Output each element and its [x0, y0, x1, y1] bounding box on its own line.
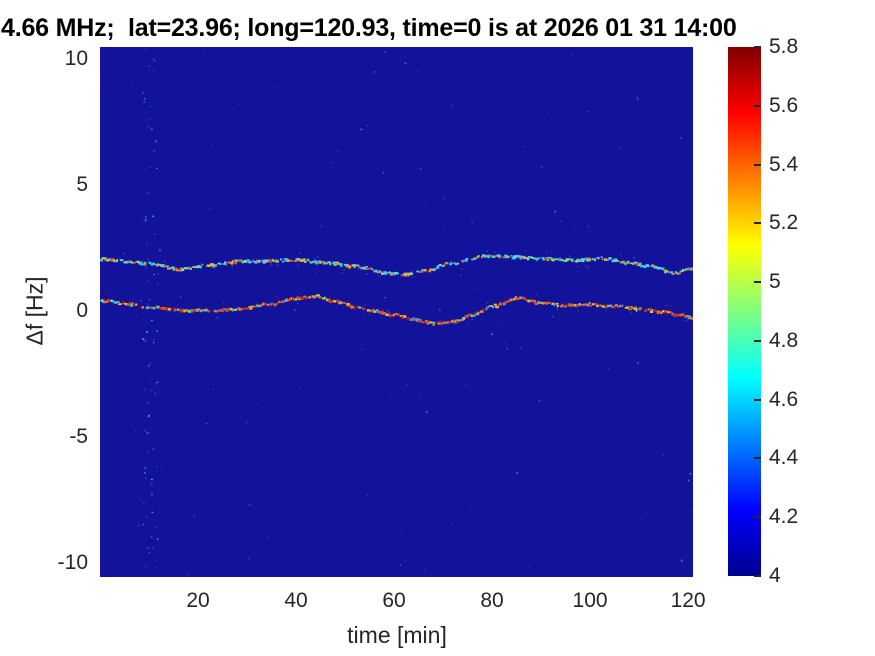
lower-doppler-trace	[100, 292, 693, 330]
colorbar-tick-label: 5.8	[769, 35, 799, 58]
y-tick-label: 10	[64, 46, 88, 70]
x-tick-label: 20	[186, 589, 210, 612]
x-tick-label: 80	[480, 589, 504, 612]
colorbar-tick-label: 4.2	[769, 505, 799, 529]
colorbar-tick-mark	[754, 104, 761, 107]
x-tick-label: 100	[572, 589, 608, 612]
colorbar-tick-mark	[754, 575, 761, 577]
colorbar-tick-mark	[754, 516, 761, 519]
colorbar-tick-label: 4	[769, 564, 781, 587]
traces-layer	[100, 48, 693, 576]
colorbar-tick-label: 5	[769, 270, 781, 294]
colorbar-tick-label: 4.4	[769, 446, 799, 470]
colorbar-tick-mark	[754, 46, 761, 48]
y-tick-label: -10	[57, 551, 88, 575]
colorbar	[728, 46, 761, 577]
colorbar-tick-mark	[754, 222, 761, 225]
colorbar-tick-label: 5.6	[769, 93, 799, 117]
vertical-streak-noise	[138, 48, 161, 570]
colorbar-tick-label: 5.4	[769, 152, 799, 176]
background-noise	[100, 49, 693, 576]
x-tick-label: 60	[382, 589, 406, 612]
colorbar-tick-mark	[754, 398, 761, 401]
colorbar-tick-mark	[754, 281, 761, 284]
x-tick-label: 120	[670, 589, 706, 612]
colorbar-tick-mark	[754, 163, 761, 166]
plot-title: 4.66 MHz; lat=23.96; long=120.93, time=0…	[1, 14, 737, 42]
colorbar-tick-label: 4.6	[769, 387, 799, 411]
y-tick-label: 0	[76, 299, 88, 322]
spectrogram-plot	[100, 47, 693, 577]
colorbar-tick-mark	[754, 457, 761, 460]
colorbar-tick-label: 4.8	[769, 328, 799, 352]
y-tick-label: 5	[76, 172, 88, 196]
colorbar-tick-mark	[754, 339, 761, 342]
x-tick-label: 40	[284, 589, 308, 612]
y-tick-label: -5	[69, 425, 88, 449]
colorbar-tick-label: 5.2	[769, 211, 799, 235]
x-axis-label: time [min]	[347, 622, 447, 648]
upper-doppler-trace	[100, 250, 693, 278]
y-axis-label: Δf [Hz]	[21, 276, 48, 346]
